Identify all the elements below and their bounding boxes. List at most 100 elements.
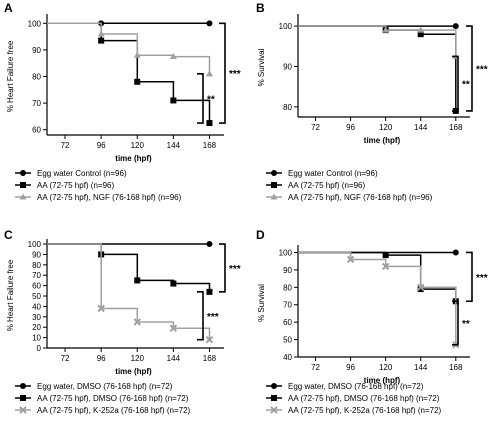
significance-bracket: [466, 25, 473, 112]
y-tick-label: 100: [279, 248, 293, 257]
x-tick-label: 144: [167, 354, 181, 363]
legend-marker: [20, 395, 26, 401]
legend-marker: [20, 383, 26, 389]
y-tick-label: 70: [283, 301, 292, 310]
legend-label: AA (72-75 hpf) (n=96): [37, 181, 114, 190]
y-tick-label: 10: [32, 334, 41, 343]
x-tick-label: 96: [346, 363, 355, 372]
significance-label: **: [207, 94, 215, 105]
legend-marker: [271, 383, 277, 389]
data-point-s3-b: [381, 262, 390, 271]
y-tick-label: 80: [283, 283, 292, 292]
y-tick-label: 80: [283, 103, 292, 112]
data-point-s3: [133, 51, 141, 58]
legend-marker: [20, 170, 26, 176]
legend-label: AA (72-75 hpf) (n=96): [288, 181, 365, 190]
legend-label: AA (72-75 hpf), NGF (76-168 hpf) (n=96): [288, 193, 433, 202]
x-tick-label: 72: [61, 141, 70, 150]
legend-label: AA (72-75 hpf), NGF (76-168 hpf) (n=96): [37, 193, 182, 202]
legend-label: Egg water Control (n=96): [288, 169, 378, 178]
y-tick-label: 100: [279, 22, 293, 31]
y-tick-label: 40: [283, 353, 292, 362]
data-point-s2: [170, 97, 177, 104]
x-axis-label: time (hpf): [115, 367, 152, 376]
x-tick-label: 168: [449, 363, 463, 372]
significance-label: ***: [229, 264, 241, 275]
legend-marker-b: [19, 406, 27, 414]
series-line-3: [47, 243, 211, 340]
significance-bracket: [452, 300, 459, 346]
panel-letter: A: [4, 1, 13, 15]
significance-label: ***: [476, 65, 488, 76]
data-point-s3: [417, 283, 425, 292]
y-tick-label: 90: [283, 266, 292, 275]
y-tick-label: 90: [32, 250, 41, 259]
panel-letter: B: [256, 1, 265, 15]
data-point-s2: [417, 31, 424, 38]
x-tick-label: 144: [167, 141, 181, 150]
data-point-s2: [206, 288, 213, 295]
series-line-3: [298, 25, 457, 57]
y-tick-label: 60: [283, 318, 292, 327]
significance-bracket: [466, 251, 473, 303]
series-line-2: [298, 25, 457, 111]
legend-marker: [271, 182, 277, 188]
x-tick-label: 72: [61, 354, 70, 363]
legend-marker: [19, 193, 27, 200]
data-point-s1: [452, 23, 459, 30]
x-axis-label: time (hpf): [364, 376, 401, 385]
data-point-s3-b: [97, 304, 105, 313]
data-point-s3: [205, 335, 214, 344]
panel-letter: C: [4, 228, 13, 242]
legend-marker: [270, 406, 278, 414]
y-tick-label: 80: [32, 73, 41, 82]
data-point-s2: [134, 277, 141, 284]
significance-label: **: [462, 80, 470, 91]
data-point-s2: [417, 286, 424, 293]
y-tick-label: 40: [32, 302, 41, 311]
legend-label: AA (72-75 hpf), K-252a (76-168 hpf) (n=7…: [288, 406, 442, 415]
y-axis-label: % Survival: [257, 48, 266, 86]
data-point-s2: [382, 252, 389, 259]
x-tick-label: 120: [379, 363, 393, 372]
legend-marker: [271, 170, 277, 176]
data-point-s1: [206, 241, 213, 248]
data-point-s1: [452, 249, 459, 256]
data-point-s2: [170, 280, 177, 287]
y-axis-label: % Survival: [257, 284, 266, 322]
legend-label: Egg water Control (n=96): [37, 169, 127, 178]
x-tick-label: 96: [97, 354, 106, 363]
series-line-2: [47, 22, 211, 123]
x-tick-label: 72: [311, 123, 320, 132]
y-tick-label: 90: [32, 46, 41, 55]
significance-bracket: [197, 291, 204, 341]
data-point-s3-b: [205, 335, 214, 344]
legend-label: AA (72-75 hpf), DMSO (76-168 hpf) (n=72): [37, 394, 189, 403]
y-axis-label: % Heart Failure free: [6, 40, 15, 112]
panel-b: B 80 90 100 72 96 120 144 168 % Survival time (hpf…: [256, 1, 488, 202]
legend-marker-b: [270, 406, 278, 414]
x-tick-label: 144: [414, 123, 428, 132]
significance-bracket: [219, 243, 226, 293]
data-point-s3-b: [169, 324, 178, 332]
data-point-s3: [382, 26, 390, 33]
data-point-s3: [346, 255, 355, 264]
x-axis-label: time (hpf): [115, 154, 152, 163]
series-line-3: [47, 22, 211, 74]
y-tick-label: 0: [37, 344, 42, 353]
data-point-s3-b: [417, 283, 425, 292]
legend-marker: [271, 395, 277, 401]
y-tick-label: 50: [283, 336, 292, 345]
data-point-s3: [381, 262, 390, 271]
legend-marker: [20, 182, 26, 188]
data-point-s3: [169, 53, 177, 60]
legend-marker: [19, 406, 27, 414]
legend-marker: [270, 193, 278, 200]
panel-d: D 40 50 60 70 80 90 100 72 96 120 144 168 % Survival t…: [256, 228, 488, 415]
x-axis-label: time (hpf): [364, 136, 401, 145]
data-point-s3: [133, 318, 141, 326]
legend-label: AA (72-75 hpf), K-252a (76-168 hpf) (n=7…: [37, 406, 191, 415]
y-tick-label: 90: [283, 62, 292, 71]
